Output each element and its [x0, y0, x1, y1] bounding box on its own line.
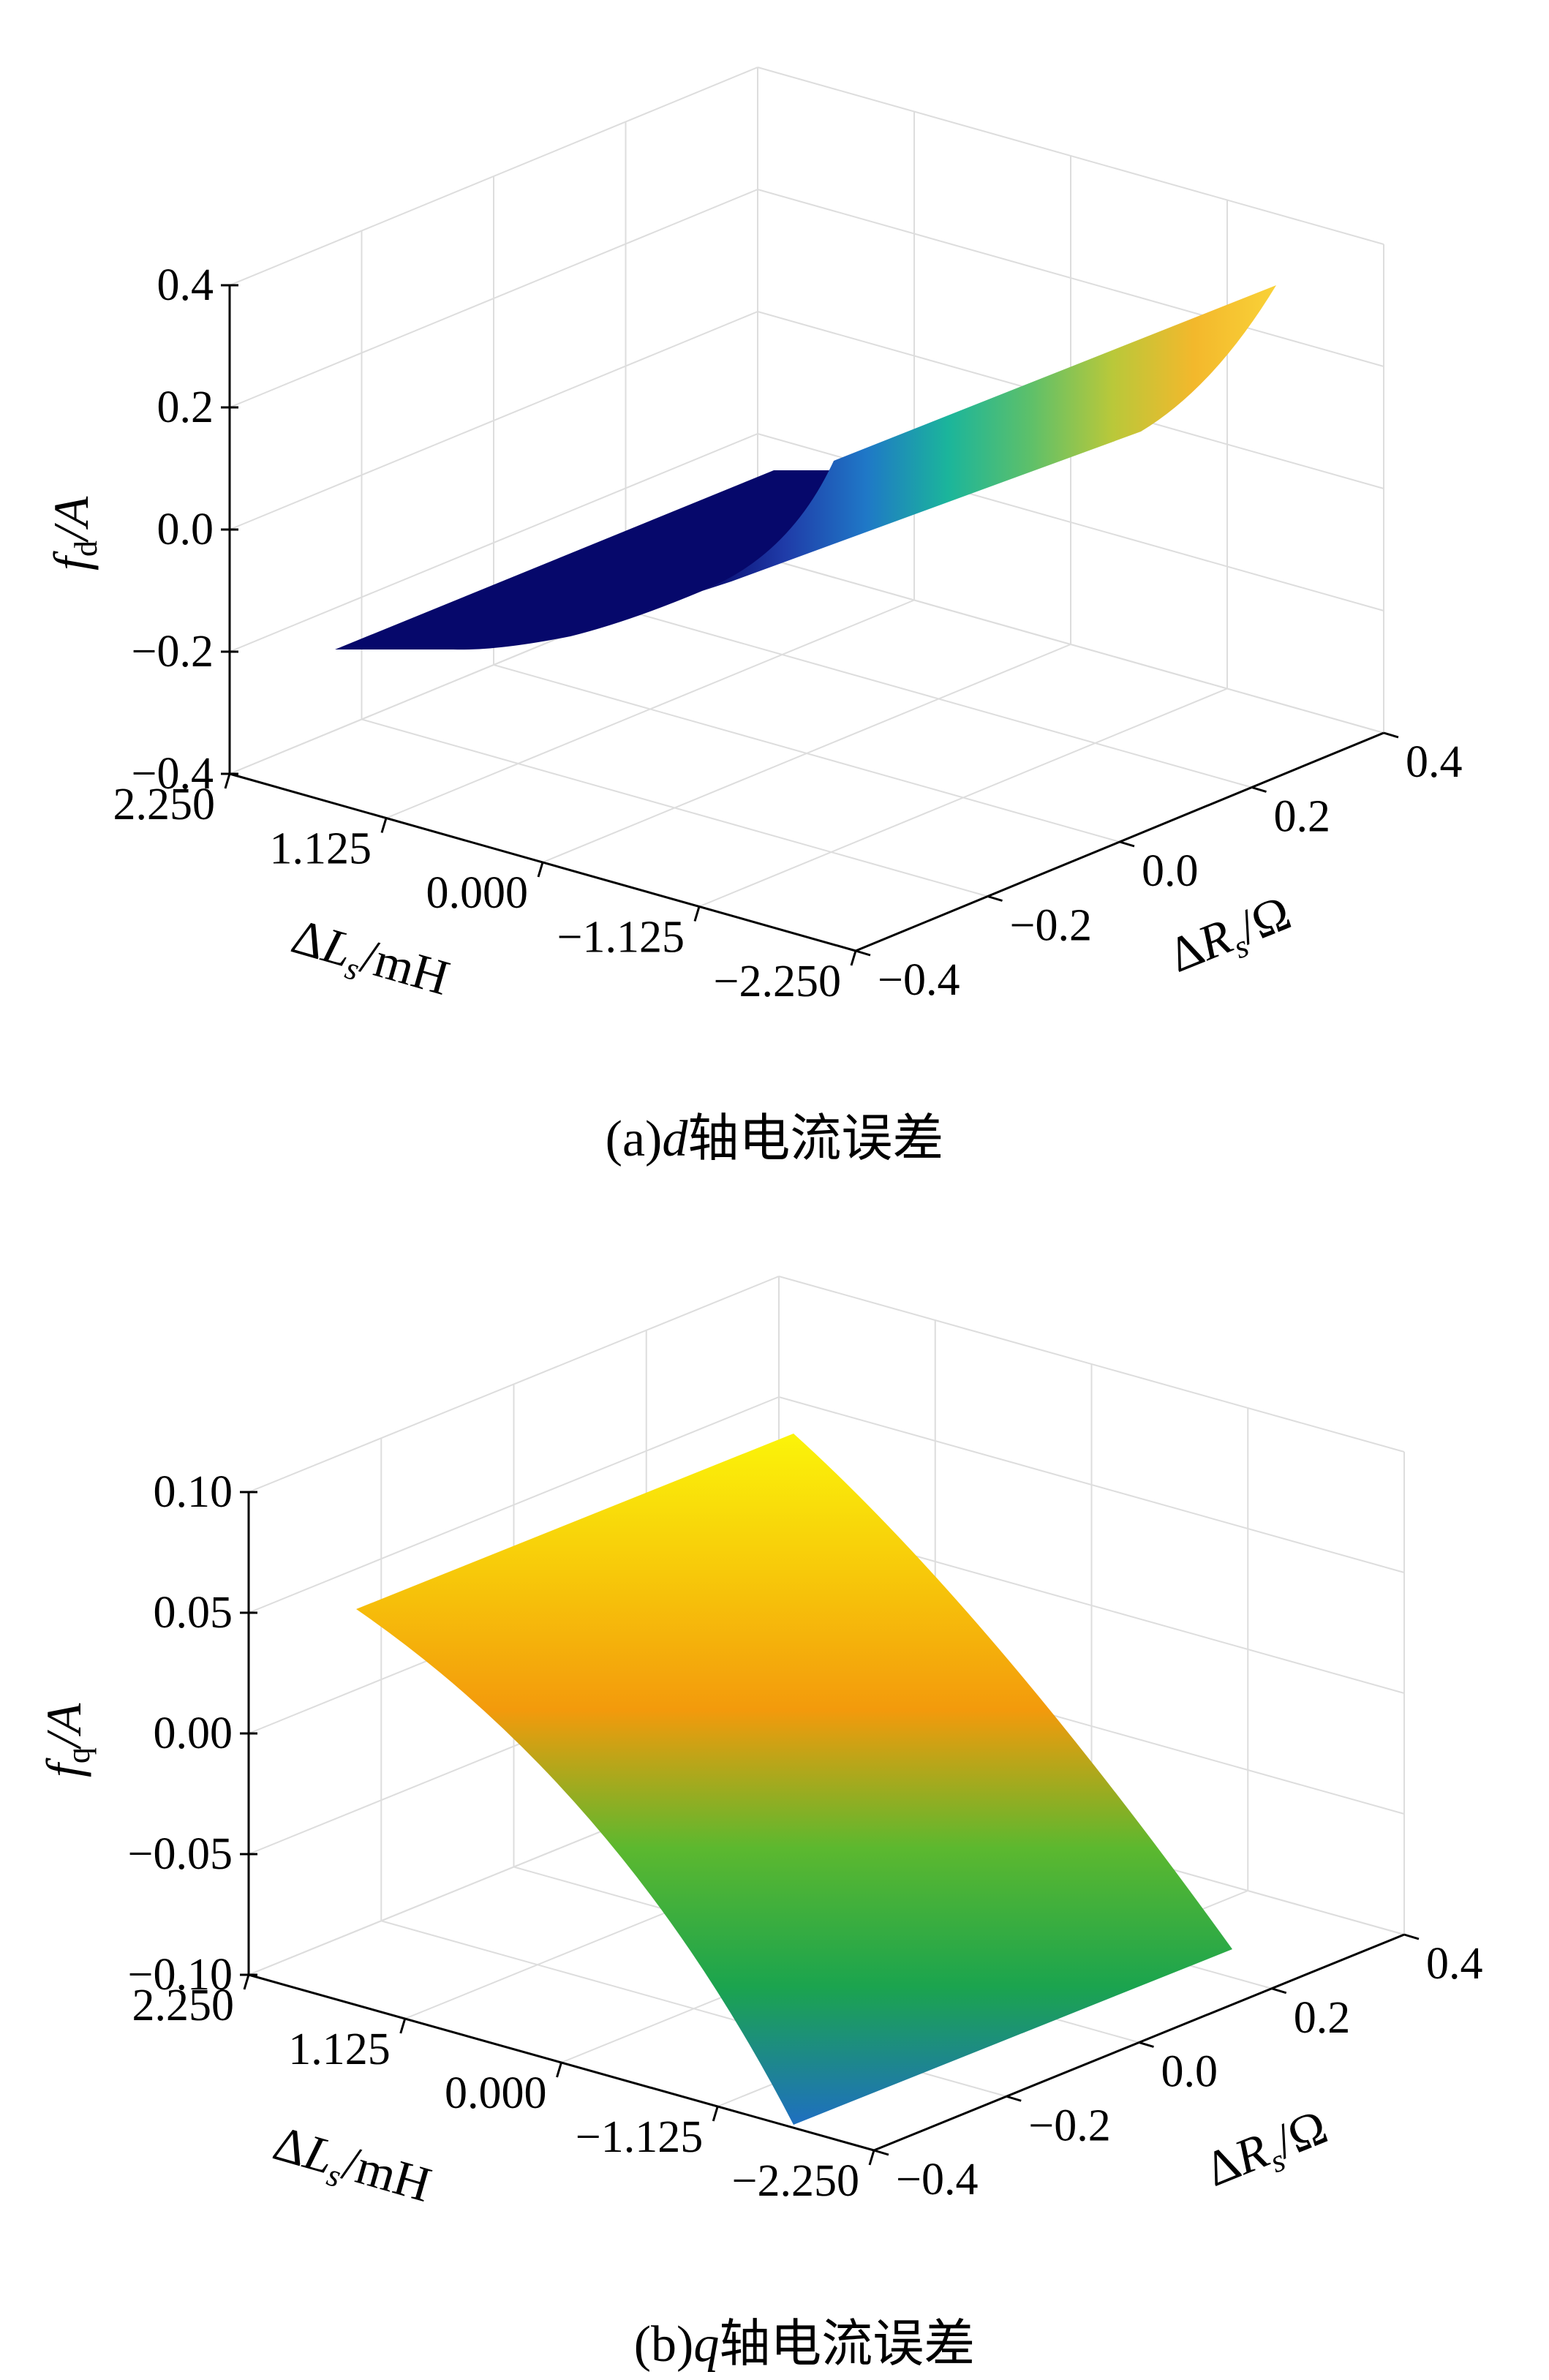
y-tick-label: 0.2	[1274, 792, 1331, 842]
grid-line	[229, 189, 758, 408]
x-tick-label: 1.125	[270, 824, 372, 874]
grid-line	[248, 1276, 780, 1493]
surface-b	[356, 1434, 1232, 2125]
x-tick-label: −2.250	[714, 957, 841, 1006]
z-axis-label-b: fq/A	[36, 1703, 97, 1777]
grid-line	[778, 1276, 1405, 1453]
x-tick-mark	[712, 2106, 719, 2122]
y-tick-mark	[1139, 2041, 1154, 2048]
z-tick-label: −0.05	[128, 1829, 233, 1879]
x-tick-mark	[868, 2150, 875, 2166]
x-tick-mark	[556, 2062, 562, 2078]
y-tick-label: 0.2	[1294, 1993, 1351, 2043]
y-tick-mark	[1119, 840, 1135, 848]
grid-line	[248, 1396, 780, 1613]
x-tick-label: −2.250	[732, 2156, 859, 2206]
y-tick-mark	[1271, 1987, 1287, 1995]
surface-a-high-region	[702, 285, 1276, 591]
y-axis-label-b: ΔRs/Ω	[1197, 2098, 1337, 2203]
y-tick-label: −0.2	[1010, 901, 1092, 951]
y-tick-mark	[873, 2149, 889, 2156]
x-tick-mark	[537, 862, 544, 878]
grid-line	[757, 555, 1384, 734]
x-tick-label: −1.125	[576, 2112, 703, 2162]
x-tick-label: −1.125	[557, 913, 685, 963]
x-tick-label: 0.000	[426, 868, 529, 918]
x-tick-label: 2.250	[132, 1981, 235, 2030]
z-tick-label: 0.4	[157, 260, 214, 310]
x-tick-label: 1.125	[288, 2025, 391, 2074]
surface-a-low-region	[335, 470, 834, 650]
z-tick-label: 0.05	[154, 1588, 233, 1638]
y-tick-mark	[855, 949, 871, 957]
z-tick-label: 0.00	[154, 1709, 233, 1758]
x-axis-label-a: ΔLs/mH	[284, 908, 456, 1012]
z-tick-label: 0.10	[154, 1467, 233, 1517]
x-tick-mark	[224, 773, 231, 789]
y-tick-label: −0.2	[1028, 2101, 1110, 2150]
grid-line	[757, 189, 1384, 367]
grid-line	[757, 67, 1384, 245]
chart-panel-b: 0.10 0.05 0.00 −0.05 −0.102.250 1.125 0.000 −1.…	[36, 1276, 1483, 2373]
ticks-a: 0.40.20.0−0.2−0.42.2501.1250.000−1.125−2…	[113, 260, 1463, 1006]
y-axis-label-a: ΔRs/Ω	[1161, 884, 1300, 989]
y-tick-label: 0.0	[1142, 846, 1199, 896]
z-tick-label: 0.2	[157, 383, 214, 432]
y-tick-label: 0.4	[1426, 1939, 1483, 1989]
grid-line	[625, 609, 1252, 788]
y-tick-mark	[1006, 2095, 1022, 2102]
x-tick-mark	[850, 950, 857, 966]
z-tick-label: −0.2	[132, 627, 214, 677]
grid-line	[778, 1396, 1405, 1573]
grid-line	[229, 433, 758, 652]
caption-a: (a)d轴电流误差	[606, 1111, 944, 1167]
z-tick-label: 0.0	[157, 505, 214, 554]
x-tick-mark	[693, 906, 701, 922]
y-tick-mark	[1383, 731, 1399, 739]
caption-b: (b)q轴电流误差	[634, 2316, 976, 2373]
grid-line	[361, 718, 988, 897]
y-tick-label: −0.4	[896, 2155, 978, 2204]
chart-panel-a: 0.40.20.0−0.2−0.42.2501.1250.000−1.125−2…	[43, 67, 1463, 1167]
z-tick-label: −0.4	[132, 749, 214, 799]
x-tick-mark	[399, 2018, 407, 2034]
y-tick-label: 0.0	[1161, 2047, 1218, 2097]
x-tick-label: 0.000	[445, 2068, 547, 2118]
x-tick-mark	[380, 818, 388, 833]
y-tick-mark	[1251, 786, 1267, 793]
grid-line	[229, 67, 758, 286]
y-tick-mark	[987, 895, 1003, 902]
y-tick-label: −0.4	[878, 955, 960, 1005]
y-tick-mark	[1403, 1933, 1420, 1940]
x-tick-mark	[243, 1974, 250, 1990]
ticks-b: 0.10 0.05 0.00 −0.05 −0.102.250 1.125 0.000 −1.…	[128, 1467, 1483, 2206]
x-axis-label-b: ΔLs/mH	[265, 2114, 437, 2218]
y-tick-label: 0.4	[1406, 737, 1463, 787]
grid-line	[229, 311, 758, 530]
z-axis-label-a: fd/A	[43, 496, 104, 570]
z-tick-label: −0.10	[128, 1950, 233, 2000]
x-tick-label: 2.250	[113, 780, 216, 829]
grid-line	[493, 664, 1120, 843]
